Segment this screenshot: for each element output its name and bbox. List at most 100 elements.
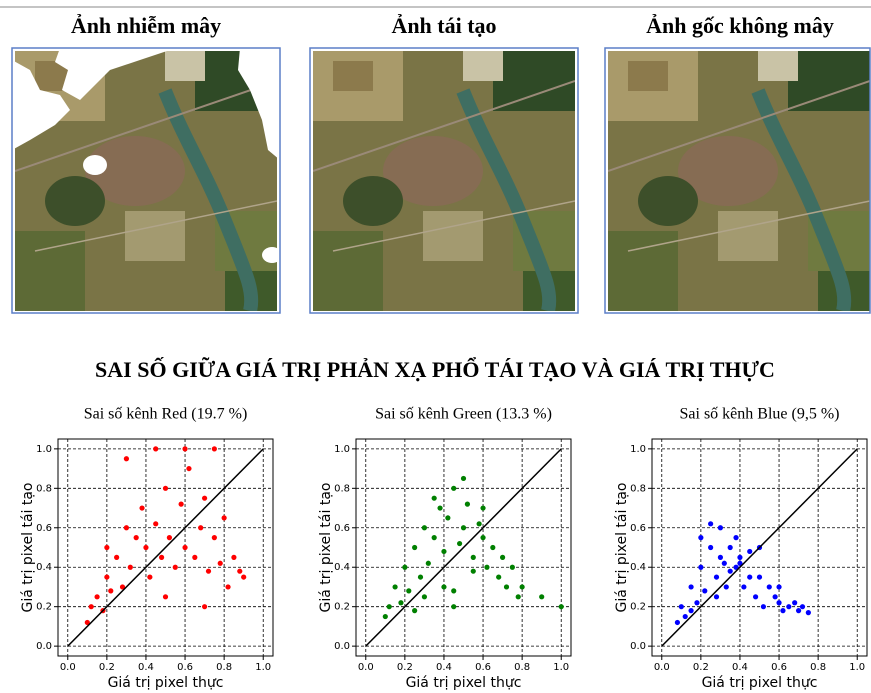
x-tick-label: 0.4 xyxy=(732,662,748,673)
scatter-point xyxy=(753,594,758,599)
scatter-point xyxy=(139,505,144,510)
scatter-point xyxy=(445,515,450,520)
y-tick-label: 1.0 xyxy=(36,444,52,455)
scatter-point xyxy=(402,565,407,570)
scatter-point xyxy=(412,608,417,613)
scatter-point xyxy=(241,574,246,579)
scatter-point xyxy=(432,535,437,540)
scatter-point xyxy=(128,565,133,570)
scatter-point xyxy=(104,574,109,579)
x-tick-label: 0.2 xyxy=(693,662,709,673)
scatter-point xyxy=(733,535,738,540)
scatter-point xyxy=(104,545,109,550)
x-tick-label: 0.0 xyxy=(358,662,374,673)
x-tick-label: 1.0 xyxy=(849,662,865,673)
scatter-point xyxy=(477,521,482,526)
scatter-point xyxy=(675,620,680,625)
x-tick-label: 0.4 xyxy=(436,662,452,673)
scatter-point xyxy=(741,584,746,589)
scatter-point xyxy=(124,525,129,530)
scatter-point xyxy=(147,574,152,579)
x-tick-label: 0.2 xyxy=(397,662,413,673)
scatter-point xyxy=(387,604,392,609)
scatter-point xyxy=(471,555,476,560)
scatter-point xyxy=(747,549,752,554)
scatter-point xyxy=(206,569,211,574)
scatter-point xyxy=(426,561,431,566)
scatter-point xyxy=(786,604,791,609)
scatter-point xyxy=(776,584,781,589)
y-tick-label: 0.2 xyxy=(36,602,52,613)
scatter-point xyxy=(708,545,713,550)
figure: Ảnh nhiễm mây Ảnh tái tạo Ảnh gốc không … xyxy=(0,0,871,693)
scatter-point xyxy=(198,525,203,530)
scatter-point xyxy=(432,496,437,501)
x-tick-label: 0.6 xyxy=(771,662,787,673)
y-axis-label: Giá trị pixel tái tạo xyxy=(20,483,36,613)
scatter-point xyxy=(496,574,501,579)
scatter-point xyxy=(516,594,521,599)
y-axis-label: Giá trị pixel tái tạo xyxy=(318,483,334,613)
scatter-point xyxy=(722,561,727,566)
x-tick-label: 1.0 xyxy=(255,662,271,673)
scatter-point xyxy=(728,569,733,574)
scatter-point xyxy=(780,608,785,613)
scatter-point xyxy=(153,446,158,451)
scatter-point xyxy=(225,584,230,589)
scatter-point xyxy=(418,574,423,579)
scatter-point xyxy=(114,555,119,560)
scatter-point xyxy=(461,476,466,481)
scatter-point xyxy=(182,446,187,451)
image-title: Ảnh tái tạo xyxy=(391,13,496,38)
scatter-point xyxy=(451,486,456,491)
satellite-image xyxy=(608,51,870,311)
identity-line xyxy=(68,449,263,646)
x-tick-label: 0.6 xyxy=(475,662,491,673)
scatter-point xyxy=(747,574,752,579)
scatter-point xyxy=(490,545,495,550)
chart-title: Sai số kênh Green (13.3 %) xyxy=(375,406,552,423)
scatter-point xyxy=(792,600,797,605)
scatter-point xyxy=(89,604,94,609)
scatter-point xyxy=(500,555,505,560)
scatter-point xyxy=(451,588,456,593)
y-tick-label: 0.0 xyxy=(36,641,52,652)
scatter-point xyxy=(714,574,719,579)
scatter-point xyxy=(192,555,197,560)
y-tick-label: 1.0 xyxy=(630,444,646,455)
scatter-point xyxy=(718,525,723,530)
scatter-point xyxy=(163,594,168,599)
image-title: Ảnh nhiễm mây xyxy=(71,13,221,38)
scatter-point xyxy=(796,608,801,613)
scatter-point xyxy=(212,446,217,451)
chart-title: Sai số kênh Blue (9,5 %) xyxy=(680,406,840,423)
x-axis-label: Giá trị pixel thực xyxy=(406,675,522,691)
scatter-point xyxy=(761,604,766,609)
y-tick-label: 0.0 xyxy=(630,641,646,652)
scatter-point xyxy=(392,584,397,589)
x-axis-label: Giá trị pixel thực xyxy=(108,675,224,691)
scatter-point xyxy=(559,604,564,609)
scatter-point xyxy=(212,535,217,540)
scatter-point xyxy=(714,594,719,599)
y-tick-label: 0.8 xyxy=(36,483,52,494)
scatter-point xyxy=(441,549,446,554)
y-tick-label: 0.2 xyxy=(630,602,646,613)
y-tick-label: 0.4 xyxy=(630,562,646,573)
scatter-point xyxy=(465,502,470,507)
x-tick-label: 1.0 xyxy=(553,662,569,673)
scatter-point xyxy=(683,614,688,619)
y-tick-label: 0.6 xyxy=(36,523,52,534)
scatter-point xyxy=(412,545,417,550)
scatter-point xyxy=(202,604,207,609)
scatter-point xyxy=(728,545,733,550)
y-tick-label: 0.4 xyxy=(36,562,52,573)
scatter-point xyxy=(737,555,742,560)
scatter-point xyxy=(461,525,466,530)
scatter-point xyxy=(237,569,242,574)
scatter-point xyxy=(539,594,544,599)
y-tick-label: 0.8 xyxy=(334,483,350,494)
scatter-point xyxy=(422,525,427,530)
scatter-point xyxy=(398,600,403,605)
scatter-point xyxy=(773,594,778,599)
